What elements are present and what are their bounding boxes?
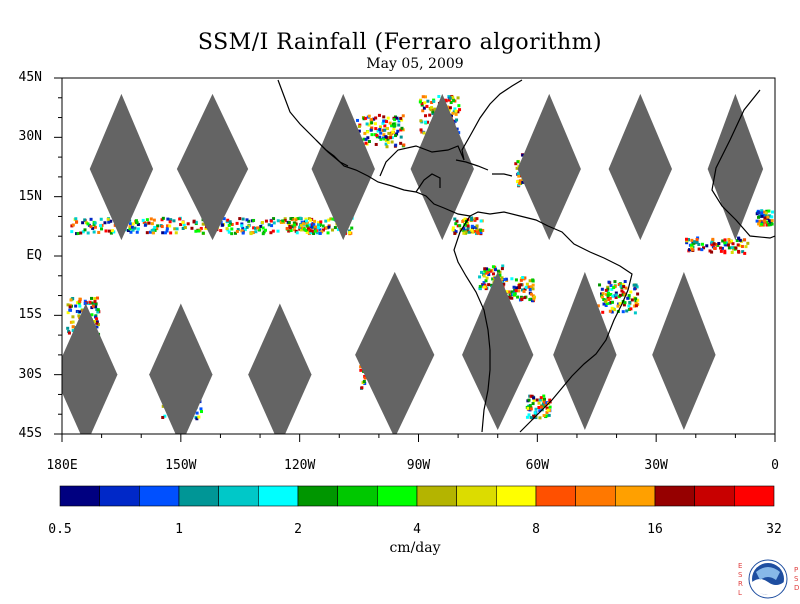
rain-cluster-15 [525, 394, 552, 420]
swath-gap-0 [89, 93, 154, 241]
legend-swatch-10 [456, 485, 497, 507]
logo-letter: S [794, 575, 799, 583]
legend-swatch-6 [297, 485, 338, 507]
legend-swatch-17 [734, 485, 775, 507]
color-legend [59, 485, 775, 507]
legend-tick-label: 2 [294, 522, 302, 537]
lon-label: 0 [771, 458, 779, 473]
coast-yucatan [415, 173, 441, 193]
lon-label: 30W [644, 458, 668, 473]
lat-label: 30S [18, 366, 42, 382]
coast-cuba [455, 159, 489, 171]
swath-gap-6 [707, 93, 764, 241]
legend-swatch-8 [377, 485, 418, 507]
lat-label: EQ [26, 248, 42, 263]
swath-gap-1 [176, 93, 249, 241]
coast-hispaniola [492, 173, 513, 177]
legend-swatch-1 [99, 485, 140, 507]
rain-cluster-11 [356, 113, 406, 149]
lon-label: 120W [284, 458, 316, 473]
swath-gap-4 [517, 93, 581, 241]
coast-gulf-mexico [379, 79, 523, 177]
swath-gap-3 [410, 93, 474, 241]
lon-label: 90W [406, 458, 431, 473]
lat-label: 45N [18, 70, 42, 85]
rain-cluster-6 [502, 275, 537, 303]
legend-swatch-4 [218, 485, 259, 507]
lat-label: 15N [18, 188, 42, 204]
legend-swatch-14 [615, 485, 656, 507]
coastlines [277, 79, 775, 433]
lon-label: 60W [525, 458, 550, 473]
coast-south-america [453, 211, 633, 433]
swath-gap-9 [248, 303, 312, 434]
swath-gap-5 [608, 93, 673, 241]
legend-swatch-16 [694, 485, 735, 507]
rain-cluster-7 [596, 280, 640, 315]
legend-swatch-15 [654, 485, 695, 507]
legend-swatch-0 [59, 485, 100, 507]
logo-letter: L [738, 589, 742, 597]
chart-date: May 05, 2009 [366, 56, 464, 72]
legend-swatch-12 [535, 485, 576, 507]
legend-tick-label: 32 [766, 522, 782, 537]
legend-tick-label: 0.5 [48, 522, 72, 537]
legend-swatch-2 [139, 485, 180, 507]
axis-ticks [54, 77, 776, 442]
legend-swatch-11 [496, 485, 537, 507]
legend-swatch-3 [178, 485, 219, 507]
noaa-emblem [748, 559, 788, 599]
logo-letter: R [738, 580, 743, 588]
chart-title: SSM/I Rainfall (Ferraro algorithm) [197, 30, 603, 55]
lon-label: 150W [165, 458, 197, 473]
legend-swatch-5 [258, 485, 299, 507]
legend-units: cm/day [389, 540, 441, 556]
rain-cluster-13 [451, 216, 485, 236]
rain-cluster-8 [684, 236, 750, 255]
legend-tick-label: 16 [647, 522, 663, 537]
legend-tick-label: 1 [175, 522, 183, 537]
swath-gaps [62, 93, 764, 434]
logo-letter: D [794, 584, 800, 592]
logo-letter: E [738, 562, 743, 570]
swath-gap-2 [311, 93, 375, 241]
rain-cluster-9 [755, 209, 775, 227]
lat-label: 15S [18, 307, 42, 323]
legend-swatch-7 [337, 485, 378, 507]
swath-gap-8 [149, 303, 213, 434]
logo-letter: S [738, 571, 743, 579]
rain-cluster-0 [70, 216, 214, 236]
legend-swatch-9 [416, 485, 457, 507]
lat-label: 30N [18, 129, 42, 145]
coast-africa [711, 89, 775, 239]
swath-gap-12 [553, 271, 617, 431]
coast-baja [315, 139, 349, 167]
coast-north-america-west [277, 79, 471, 217]
lon-label: 180E [46, 458, 78, 473]
legend-swatch-13 [575, 485, 616, 507]
swath-gap-13 [652, 271, 716, 431]
swath-gap-10 [355, 271, 435, 434]
lat-label: 45S [18, 426, 42, 441]
swath-gap-7 [62, 303, 118, 434]
logo-letter: P [794, 566, 799, 574]
legend-tick-label: 8 [532, 522, 540, 537]
legend-tick-label: 4 [413, 522, 421, 537]
swath-gap-11 [462, 271, 534, 431]
